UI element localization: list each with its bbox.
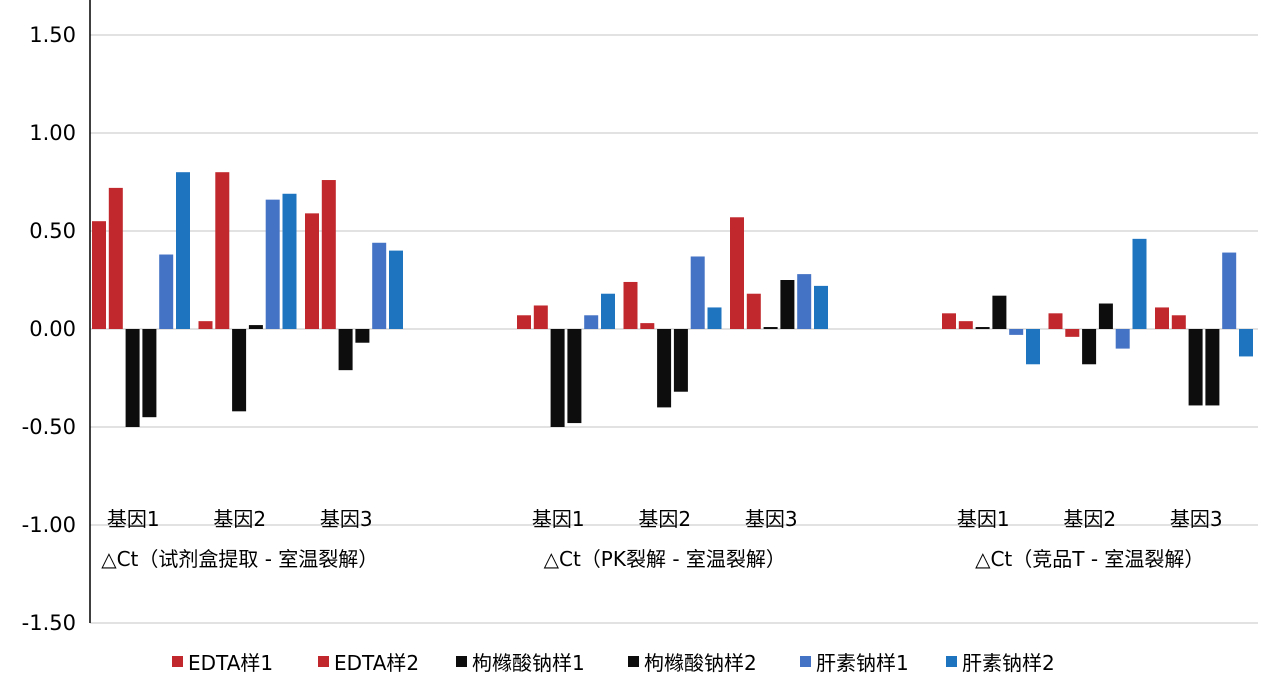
bar-1-1-5 bbox=[707, 307, 722, 329]
category-label: 基因1 bbox=[957, 507, 1010, 531]
bar-0-1-1 bbox=[215, 172, 230, 329]
bar-0-0-3 bbox=[142, 329, 157, 418]
category-label: 基因2 bbox=[638, 507, 691, 531]
legend-label: 肝素钠样2 bbox=[962, 651, 1055, 675]
bar-2-2-3 bbox=[1205, 329, 1220, 406]
bar-0-0-5 bbox=[176, 172, 190, 329]
bar-2-2-4 bbox=[1222, 252, 1237, 329]
bar-1-1-1 bbox=[640, 323, 655, 329]
legend-label: 枸橼酸钠样1 bbox=[472, 651, 585, 675]
bar-0-2-1 bbox=[321, 180, 336, 329]
bar-2-0-3 bbox=[992, 295, 1007, 329]
bar-0-2-0 bbox=[305, 213, 319, 329]
group-label: △Ct（竞品T - 室温裂解） bbox=[975, 547, 1204, 571]
category-label: 基因1 bbox=[532, 507, 585, 531]
bar-1-0-2 bbox=[550, 329, 565, 427]
y-axis: 1.50 1.00 0.50 0.00 -0.50 -1.00 -1.50 bbox=[22, 0, 91, 635]
bar-2-0-0 bbox=[942, 313, 956, 329]
bar-0-2-5 bbox=[389, 250, 403, 329]
bar-1-2-1 bbox=[746, 293, 761, 329]
category-label: 基因3 bbox=[1170, 507, 1223, 531]
y-tick-label: -1.00 bbox=[22, 513, 76, 537]
bar-1-1-3 bbox=[673, 329, 688, 392]
bar-0-0-2 bbox=[125, 329, 140, 427]
legend-item: 肝素钠样1 bbox=[800, 651, 909, 675]
category-label: 基因3 bbox=[320, 507, 373, 531]
legend-swatch bbox=[456, 656, 467, 667]
bar-2-2-5 bbox=[1239, 329, 1253, 357]
bar-1-2-5 bbox=[814, 285, 828, 329]
bar-0-2-3 bbox=[355, 329, 370, 343]
bar-1-0-3 bbox=[567, 329, 582, 424]
legend-item: EDTA样1 bbox=[172, 651, 273, 675]
y-tick-label: 1.00 bbox=[29, 121, 76, 145]
category-labels: 基因1 基因2 基因3 基因1 基因2 基因3 基因1 基因2 基因3 △Ct（试剂盒提取 - 室… bbox=[101, 507, 1222, 571]
group-label: △Ct（PK裂解 - 室温裂解） bbox=[544, 547, 786, 571]
bar-2-1-1 bbox=[1065, 329, 1080, 337]
bar-2-0-1 bbox=[958, 321, 973, 329]
bar-1-2-2 bbox=[763, 327, 778, 329]
bar-2-0-5 bbox=[1026, 329, 1040, 365]
y-tick-label: -0.50 bbox=[22, 415, 76, 439]
bar-0-2-2 bbox=[338, 329, 353, 371]
bar-2-1-0 bbox=[1048, 313, 1063, 329]
category-label: 基因1 bbox=[107, 507, 160, 531]
bar-2-2-1 bbox=[1171, 315, 1186, 329]
bar-1-0-5 bbox=[601, 293, 615, 329]
category-label: 基因2 bbox=[1063, 507, 1116, 531]
bars bbox=[92, 172, 1253, 427]
bar-2-0-4 bbox=[1009, 329, 1024, 335]
bar-0-0-1 bbox=[108, 187, 123, 329]
bar-2-1-3 bbox=[1098, 303, 1113, 329]
legend-swatch bbox=[318, 656, 329, 667]
legend-swatch bbox=[628, 656, 639, 667]
legend-item: 肝素钠样2 bbox=[946, 651, 1055, 675]
legend-swatch bbox=[946, 656, 957, 667]
y-tick-label: -1.50 bbox=[22, 611, 76, 635]
bar-1-2-0 bbox=[730, 217, 744, 329]
bar-0-0-0 bbox=[92, 221, 106, 329]
category-label: 基因2 bbox=[213, 507, 266, 531]
bar-2-1-2 bbox=[1082, 329, 1097, 365]
bar-1-0-4 bbox=[584, 315, 599, 329]
bar-2-1-5 bbox=[1132, 238, 1147, 329]
y-tick-label: 0.00 bbox=[29, 317, 76, 341]
bar-0-2-4 bbox=[372, 242, 387, 329]
bar-1-0-1 bbox=[533, 305, 548, 329]
bar-2-0-2 bbox=[975, 327, 990, 329]
bar-1-1-2 bbox=[657, 329, 672, 408]
y-tick-label: 0.50 bbox=[29, 219, 76, 243]
legend-item: 枸橼酸钠样2 bbox=[628, 651, 757, 675]
legend: EDTA样1 EDTA样2 枸橼酸钠样1 枸橼酸钠样2 肝素钠样1 肝素钠样2 bbox=[172, 651, 1055, 675]
category-label: 基因3 bbox=[745, 507, 798, 531]
bar-1-1-0 bbox=[623, 281, 638, 329]
legend-label: 肝素钠样1 bbox=[816, 651, 909, 675]
bar-0-1-0 bbox=[198, 321, 213, 329]
legend-label: 枸橼酸钠样2 bbox=[644, 651, 757, 675]
bar-2-2-0 bbox=[1155, 307, 1169, 329]
bar-1-1-4 bbox=[690, 256, 705, 329]
bar-0-1-2 bbox=[232, 329, 247, 412]
bar-2-1-4 bbox=[1115, 329, 1130, 349]
y-tick-label: 1.50 bbox=[29, 23, 76, 47]
bar-1-0-0 bbox=[517, 315, 531, 329]
bar-2-2-2 bbox=[1188, 329, 1203, 406]
bar-1-2-4 bbox=[797, 274, 812, 329]
legend-item: 枸橼酸钠样1 bbox=[456, 651, 585, 675]
bar-0-1-4 bbox=[265, 199, 280, 329]
legend-swatch bbox=[800, 656, 811, 667]
legend-label: EDTA样1 bbox=[188, 651, 273, 675]
legend-item: EDTA样2 bbox=[318, 651, 419, 675]
group-label: △Ct（试剂盒提取 - 室温裂解） bbox=[101, 547, 378, 571]
legend-swatch bbox=[172, 656, 183, 667]
bar-0-0-4 bbox=[159, 254, 174, 329]
legend-label: EDTA样2 bbox=[334, 651, 419, 675]
bar-0-1-3 bbox=[248, 325, 263, 329]
bar-1-2-3 bbox=[780, 280, 795, 329]
bar-0-1-5 bbox=[282, 193, 297, 329]
